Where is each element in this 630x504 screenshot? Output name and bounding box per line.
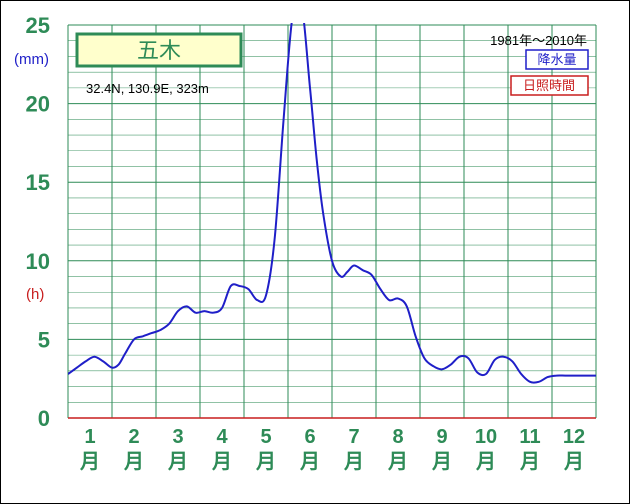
legend-box-precipitation [525, 49, 589, 70]
x-tick-month-suffix: 月 [387, 451, 408, 473]
x-tick-month-number: 8 [392, 426, 403, 448]
x-tick-month-number: 11 [519, 426, 540, 448]
x-tick-month-suffix: 月 [255, 451, 276, 473]
y-tick-labels: 0 5 10 15 20 25 [26, 13, 50, 431]
x-tick-month-number: 9 [436, 426, 447, 448]
y-tick-label: 5 [38, 327, 50, 352]
station-box [75, 32, 243, 68]
station-name: 五木 [137, 38, 181, 63]
x-tick-month-suffix: 月 [431, 451, 452, 473]
legend-label-sunshine: 日照時間 [523, 78, 575, 93]
y-tick-label: 10 [26, 249, 50, 274]
x-tick-month-number: 1 [84, 426, 95, 448]
y-tick-label: 20 [26, 92, 50, 117]
x-tick-month-number: 12 [563, 426, 585, 448]
x-tick-month-suffix: 月 [343, 451, 364, 473]
x-tick-month-number: 4 [216, 426, 228, 448]
x-tick-month-number: 3 [172, 426, 183, 448]
x-tick-month-suffix: 月 [167, 451, 188, 473]
station-label: 五木 [75, 32, 243, 68]
legend-box-sunshine [510, 75, 589, 96]
y-tick-label: 25 [26, 13, 50, 38]
x-tick-month-number: 5 [260, 426, 271, 448]
y-unit-mm: (mm) [14, 51, 49, 68]
x-tick-month-number: 7 [348, 426, 359, 448]
x-tick-month-suffix: 月 [563, 451, 584, 473]
x-tick-month-number: 10 [475, 426, 497, 448]
station-location: 32.4N, 130.9E, 323m [86, 81, 209, 96]
x-tick-month-suffix: 月 [519, 451, 540, 473]
legend-label-precipitation: 降水量 [537, 52, 576, 67]
y-unit-h: (h) [26, 286, 44, 303]
x-tick-month-suffix: 月 [123, 451, 144, 473]
x-tick-labels: 1 月 2 月 3 月 4 月 5 月 6 月 7 月 8 月 9 月 10 月 11 月 12 月 [79, 426, 585, 473]
x-tick-month-number: 6 [304, 426, 315, 448]
legend: 降水量 日照時間 [510, 49, 589, 96]
x-tick-month-suffix: 月 [79, 451, 100, 473]
period-label: 1981年～2010年 [490, 33, 587, 48]
x-tick-month-suffix: 月 [475, 451, 496, 473]
x-tick-month-number: 2 [128, 426, 139, 448]
y-tick-label: 0 [38, 406, 50, 431]
y-tick-label: 15 [26, 170, 50, 195]
x-tick-month-suffix: 月 [299, 451, 320, 473]
x-tick-month-suffix: 月 [211, 451, 232, 473]
series-line-precipitation [68, 23, 596, 384]
